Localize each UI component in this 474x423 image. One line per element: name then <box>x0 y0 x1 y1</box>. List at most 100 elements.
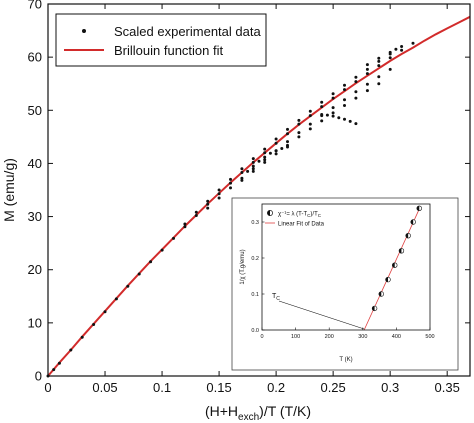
legend-label-fit: Brillouin function fit <box>114 43 223 58</box>
experimental-data-point <box>80 335 84 339</box>
experimental-data-point <box>160 248 164 252</box>
experimental-data-point <box>320 113 324 116</box>
experimental-data-point <box>388 67 392 71</box>
experimental-data-point <box>280 147 284 150</box>
experimental-data-point <box>331 96 335 100</box>
inset-x-tick-label: 0 <box>260 334 263 340</box>
inset-data-point-fill <box>410 219 414 225</box>
experimental-data-point <box>286 127 289 131</box>
experimental-data-point <box>400 45 404 48</box>
experimental-data-point <box>331 111 335 115</box>
experimental-data-point <box>52 368 56 372</box>
main-x-tick-label: 0.3 <box>381 380 399 395</box>
inset-x-tick-label: 500 <box>425 334 434 340</box>
main-y-tick-label: 0 <box>35 369 42 384</box>
experimental-data-point <box>263 155 267 159</box>
experimental-data-point <box>354 90 358 94</box>
experimental-data-point <box>365 72 369 76</box>
experimental-data-point <box>343 88 346 92</box>
inset-legend-label-data: χ⁻¹= λ (T-TC)/TC <box>278 212 322 219</box>
experimental-data-point <box>217 188 221 192</box>
experimental-data-point <box>308 114 312 118</box>
experimental-data-point <box>274 137 278 141</box>
experimental-data-point <box>343 117 346 121</box>
experimental-data-point <box>308 109 312 113</box>
experimental-data-point <box>206 206 210 210</box>
experimental-data-point <box>103 310 107 314</box>
experimental-data-point <box>388 50 392 54</box>
experimental-data-point <box>194 214 198 217</box>
experimental-data-point <box>114 297 118 301</box>
inset-x-tick-label: 400 <box>392 334 401 340</box>
experimental-data-point <box>240 171 244 174</box>
experimental-data-point <box>263 151 267 155</box>
experimental-data-point <box>400 48 404 52</box>
inset-data-point-fill <box>378 291 382 297</box>
experimental-data-point <box>274 149 278 153</box>
legend-marker-experimental <box>82 29 86 33</box>
experimental-data-point <box>286 145 289 149</box>
experimental-data-point <box>297 122 301 126</box>
main-legend-box <box>55 13 267 67</box>
inset-x-axis-label: T (K) <box>339 357 352 363</box>
experimental-data-point <box>297 118 301 122</box>
main-x-tick-label: 0 <box>44 380 51 395</box>
experimental-data-point <box>183 222 187 226</box>
experimental-data-point <box>263 147 267 151</box>
tc-annotation: TC <box>272 293 365 330</box>
experimental-data-point <box>331 106 335 110</box>
experimental-data-point <box>286 140 289 144</box>
experimental-data-point <box>251 169 255 173</box>
main-x-tick-label: 0.2 <box>267 380 285 395</box>
experimental-data-point <box>348 119 352 123</box>
inset-background <box>231 197 459 371</box>
inset-data-point-fill <box>372 306 375 311</box>
inset-x-tick-label: 100 <box>291 334 300 340</box>
inset-y-tick-label: 0.2 <box>251 256 259 262</box>
experimental-data-point <box>320 119 324 123</box>
experimental-data-point <box>325 113 329 117</box>
main-x-axis-label: (H+Hexch)/T (T/K) <box>205 403 311 423</box>
experimental-data-point <box>263 160 267 164</box>
main-x-tick-label: 0.1 <box>153 380 171 395</box>
experimental-data-point <box>331 92 335 96</box>
experimental-data-point <box>411 41 415 45</box>
main-x-tick-label: 0.35 <box>435 380 460 395</box>
main-x-tick-label: 0.05 <box>92 380 117 395</box>
experimental-data-point <box>320 105 324 109</box>
main-x-tick-label: 0.15 <box>206 380 231 395</box>
inset-y-tick-label: 0.1 <box>251 292 259 298</box>
experimental-data-point <box>206 202 210 206</box>
main-legend: Scaled experimental data Brillouin funct… <box>55 13 267 67</box>
inset-chart: 0 100 200 300 400 500 0.0 0.1 0.2 0.3 T (K) 1/χ … <box>231 197 459 371</box>
inset-data-point-fill <box>385 277 388 282</box>
experimental-data-point <box>217 192 221 196</box>
experimental-data-point <box>354 122 358 126</box>
experimental-data-point <box>377 75 381 79</box>
experimental-data-point <box>297 131 301 135</box>
main-plot-frame <box>47 3 471 377</box>
experimental-data-point <box>388 56 392 60</box>
experimental-data-point <box>217 196 221 200</box>
experimental-data-point <box>149 260 153 264</box>
inset-y-tick-label: 0.3 <box>251 220 259 226</box>
inset-data-point-fill <box>399 248 402 254</box>
inset-legend-marker-half <box>267 210 270 216</box>
experimental-data-point <box>365 67 369 71</box>
experimental-data-point <box>57 361 61 365</box>
inset-y-tick-label: 0.0 <box>251 328 259 334</box>
inset-plot-frame <box>261 203 431 331</box>
experimental-data-point <box>320 100 324 104</box>
experimental-data-point <box>354 75 358 79</box>
experimental-data-point <box>274 152 278 156</box>
main-y-tick-label: 30 <box>28 209 42 224</box>
experimental-data-point <box>331 114 335 118</box>
inset-y-axis-label: 1/χ (T.g/emu) <box>240 249 246 284</box>
tc-arrow <box>278 300 365 330</box>
experimental-data-point <box>240 178 244 182</box>
experimental-data-point <box>343 104 346 107</box>
experimental-data-point <box>377 56 381 60</box>
experimental-data-point <box>337 116 341 120</box>
main-y-tick-label: 40 <box>28 156 42 171</box>
